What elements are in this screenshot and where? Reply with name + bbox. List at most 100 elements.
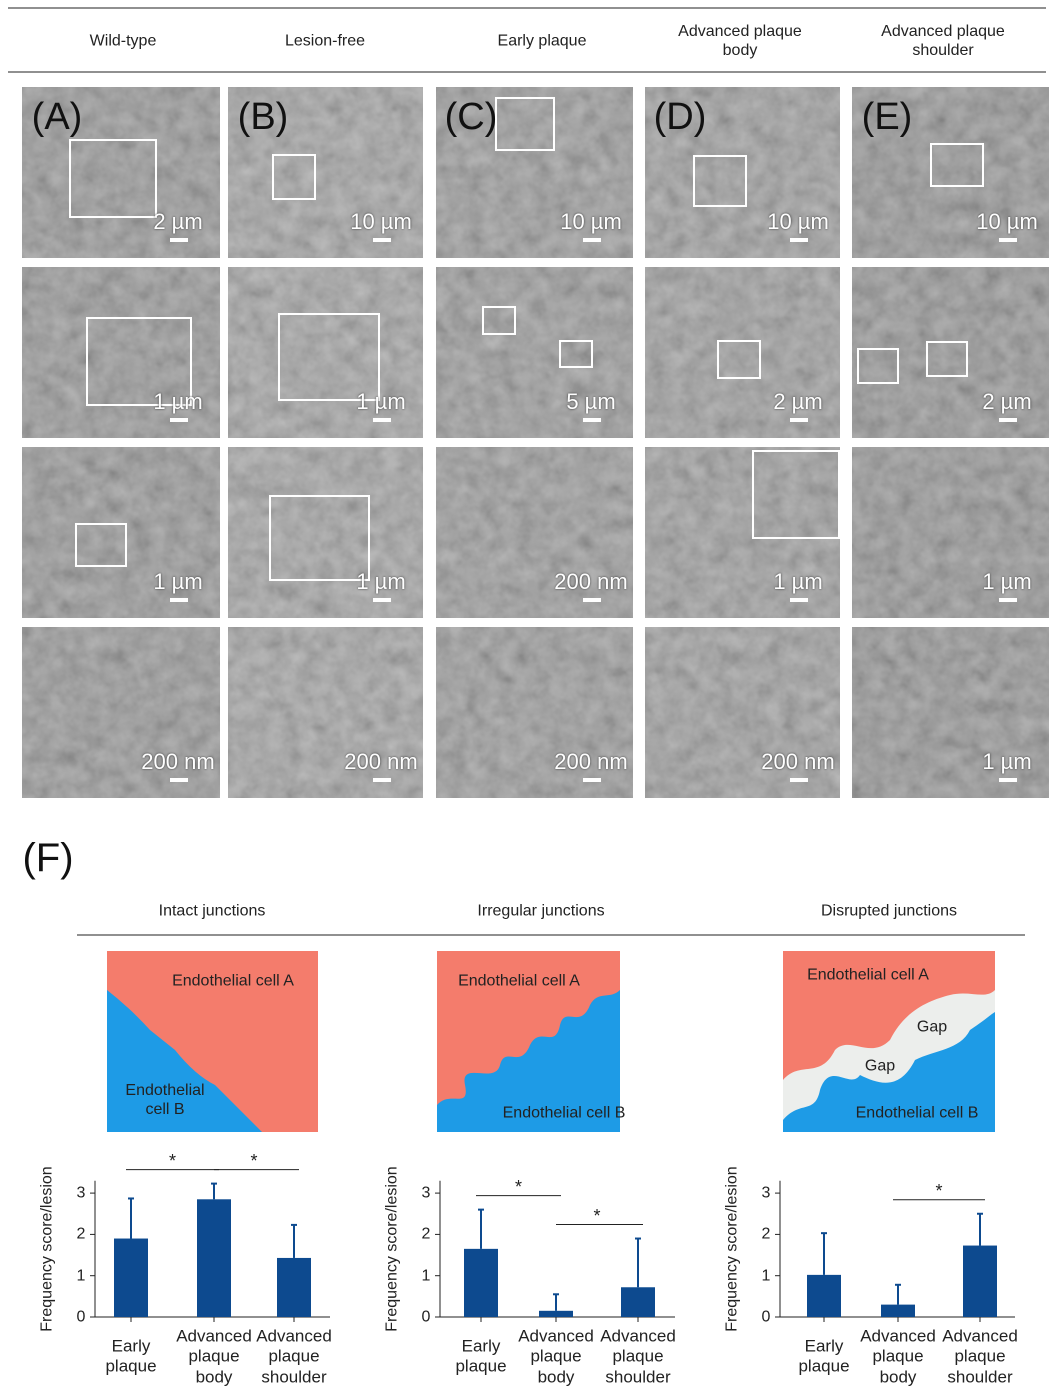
scale-label: 200 nm [554, 749, 627, 775]
scale-bar [999, 238, 1017, 242]
y-axis-label: Frequency score/lesion [382, 1166, 401, 1331]
scale-label: 200 nm [344, 749, 417, 775]
scale-label: 1 µm [153, 389, 202, 415]
x-tick-label: Advanced plaque body [858, 1326, 938, 1387]
y-tick-label: 0 [422, 1307, 431, 1326]
y-tick-label: 3 [762, 1184, 771, 1203]
significance-star: * [169, 1151, 176, 1173]
scale-label: 1 µm [982, 569, 1031, 595]
y-tick-label: 3 [77, 1184, 86, 1203]
scale-label: 200 nm [141, 749, 214, 775]
x-tick-label: Early plaque [784, 1337, 864, 1378]
panel-letter: (A) [32, 95, 83, 141]
x-tick-label: Advanced plaque body [516, 1326, 596, 1387]
scale-label: 1 µm [982, 749, 1031, 775]
column-title: Intact junctions [159, 901, 266, 920]
panel-letter: (B) [238, 95, 289, 141]
scale-label: 200 nm [554, 569, 627, 595]
y-tick-label: 0 [77, 1307, 86, 1326]
cell-label: Gap [865, 1056, 895, 1075]
x-tick-label: Early plaque [91, 1337, 171, 1378]
scale-bar [583, 238, 601, 242]
bar [963, 1246, 997, 1317]
bar [539, 1311, 573, 1317]
scale-label: 200 nm [761, 749, 834, 775]
figure: Wild-typeLesion-freeEarly plaqueAdvanced… [0, 0, 1054, 1387]
scale-label: 10 µm [976, 209, 1038, 235]
x-tick-label: Advanced plaque shoulder [598, 1326, 678, 1387]
scale-bar [170, 238, 188, 242]
panel-letter: (C) [445, 95, 498, 141]
bar [807, 1275, 841, 1317]
y-axis-label: Frequency score/lesion [37, 1166, 56, 1331]
x-tick-label: Early plaque [441, 1337, 521, 1378]
significance-star: * [515, 1177, 522, 1199]
cell-label: Endothelial cell B [856, 1103, 979, 1122]
scale-bar [999, 778, 1017, 782]
scale-label: 1 µm [773, 569, 822, 595]
column-title: Early plaque [467, 31, 617, 50]
scale-bar [170, 598, 188, 602]
bar [197, 1199, 231, 1317]
scale-bar [999, 598, 1017, 602]
cell-label: Endothelial cell A [172, 971, 294, 990]
x-tick-label: Advanced plaque body [174, 1326, 254, 1387]
scale-bar [170, 778, 188, 782]
scale-bar [790, 778, 808, 782]
significance-star: * [250, 1151, 257, 1173]
y-tick-label: 2 [77, 1225, 86, 1244]
cell-label: Endothelial cell A [807, 965, 929, 984]
cell-label: Gap [917, 1017, 947, 1036]
scale-label: 1 µm [356, 569, 405, 595]
scale-label: 1 µm [153, 569, 202, 595]
panel-letter: (E) [862, 95, 913, 141]
scale-label: 5 µm [566, 389, 615, 415]
bar [464, 1249, 498, 1317]
scale-bar [373, 418, 391, 422]
column-title: Disrupted junctions [821, 901, 957, 920]
scale-label: 10 µm [350, 209, 412, 235]
scale-bar [170, 418, 188, 422]
scale-label: 2 µm [153, 209, 202, 235]
cell-label: Endothelial cell B [503, 1103, 626, 1122]
column-title: Wild-type [48, 31, 198, 50]
cell-label: Endothelial cell B [115, 1081, 215, 1119]
scale-bar [999, 418, 1017, 422]
scale-bar [790, 598, 808, 602]
column-title: Lesion-free [250, 31, 400, 50]
scale-bar [583, 598, 601, 602]
scale-bar [790, 418, 808, 422]
scale-bar [583, 778, 601, 782]
y-tick-label: 2 [762, 1225, 771, 1244]
x-tick-label: Advanced plaque shoulder [254, 1326, 334, 1387]
bar [881, 1305, 915, 1317]
column-title: Irregular junctions [477, 901, 604, 920]
y-tick-label: 1 [422, 1266, 431, 1285]
bar [621, 1287, 655, 1317]
x-tick-label: Advanced plaque shoulder [940, 1326, 1020, 1387]
y-tick-label: 3 [422, 1184, 431, 1203]
significance-star: * [593, 1206, 600, 1228]
column-title: Advanced plaque body [665, 22, 815, 60]
y-tick-label: 1 [77, 1266, 86, 1285]
y-axis-label: Frequency score/lesion [722, 1166, 741, 1331]
cell-label: Endothelial cell A [458, 971, 580, 990]
scale-bar [373, 598, 391, 602]
panel-letter: (F) [22, 834, 73, 882]
column-title: Advanced plaque shoulder [868, 22, 1018, 60]
scale-label: 10 µm [767, 209, 829, 235]
scale-bar [373, 778, 391, 782]
scale-bar [790, 238, 808, 242]
scale-label: 1 µm [356, 389, 405, 415]
scale-label: 2 µm [982, 389, 1031, 415]
y-tick-label: 2 [422, 1225, 431, 1244]
bar [277, 1258, 311, 1317]
scale-label: 10 µm [560, 209, 622, 235]
y-tick-label: 1 [762, 1266, 771, 1285]
bar [114, 1239, 148, 1317]
significance-star: * [935, 1181, 942, 1203]
panel-letter: (D) [654, 95, 707, 141]
scale-label: 2 µm [773, 389, 822, 415]
scale-bar [373, 238, 391, 242]
y-tick-label: 0 [762, 1307, 771, 1326]
